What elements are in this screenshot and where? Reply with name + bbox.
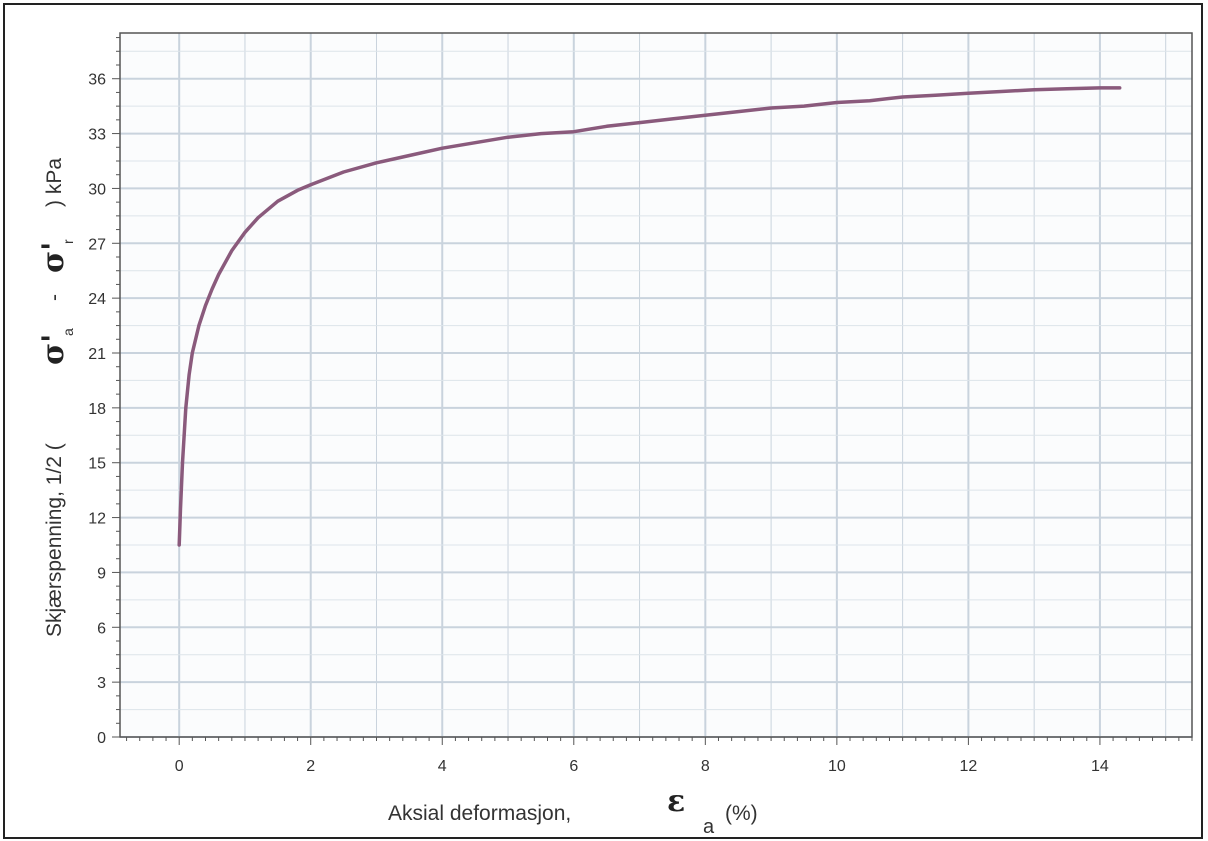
chart-frame: 0 2 4 6 8 10 12 14 0 3 6 9 12 15 18 21 24 27 30 33 36 Aksia… [3,3,1203,839]
x-axis-subscript: a [703,816,715,837]
y-tick-label: 24 [88,291,106,308]
y-axis-subscript-r: r [60,239,76,244]
grid-lines [120,33,1192,738]
y-tick-label: 6 [97,620,106,637]
y-axis-subscript-a: a [60,328,76,336]
y-tick-label: 12 [88,511,106,528]
y-tick-label: 30 [88,181,106,198]
x-tick-label: 4 [438,758,447,775]
x-tick-label: 2 [306,758,315,775]
x-tick-label: 10 [828,758,846,775]
y-tick-label: 33 [88,127,106,144]
y-axis-sigma-a-symbol: σ' [36,334,71,365]
y-axis-minus: - [43,294,66,301]
y-tick-label: 9 [97,565,106,582]
y-tick-label: 3 [97,675,106,692]
x-axis-epsilon-symbol: ε [667,784,685,819]
y-axis-sigma-r-symbol: σ' [36,242,71,273]
plot-background [120,33,1192,737]
y-axis-unit: ) kPa [43,158,66,207]
series-line [177,86,1122,547]
y-tick-label: 21 [88,346,106,363]
x-tick-label: 14 [1091,758,1109,775]
plot-border [119,32,1193,738]
y-tick-label: 36 [88,72,106,89]
y-tick-label: 0 [97,730,106,747]
x-axis-title: Aksial deformasjon, [388,802,571,825]
y-tick-label: 18 [88,401,106,418]
y-axis-label: Skjærspenning, 1/2 ( [43,443,66,637]
x-tick-labels: 0 2 4 6 8 10 12 14 [175,758,1109,775]
x-tick-label: 8 [701,758,710,775]
x-tick-label: 12 [959,758,977,775]
x-axis-label: Aksial deformasjon, [388,802,571,825]
axes [112,32,1193,745]
x-tick-label: 6 [569,758,578,775]
plot-area [120,33,1192,737]
x-axis-unit: (%) [725,802,758,825]
y-tick-label: 15 [88,456,106,473]
y-tick-label: 27 [88,236,106,253]
series-group [177,86,1122,547]
x-tick-label: 0 [175,758,184,775]
y-axis-title: Skjærspenning, 1/2 ( σ' a - σ' r ) kPa [36,158,76,637]
